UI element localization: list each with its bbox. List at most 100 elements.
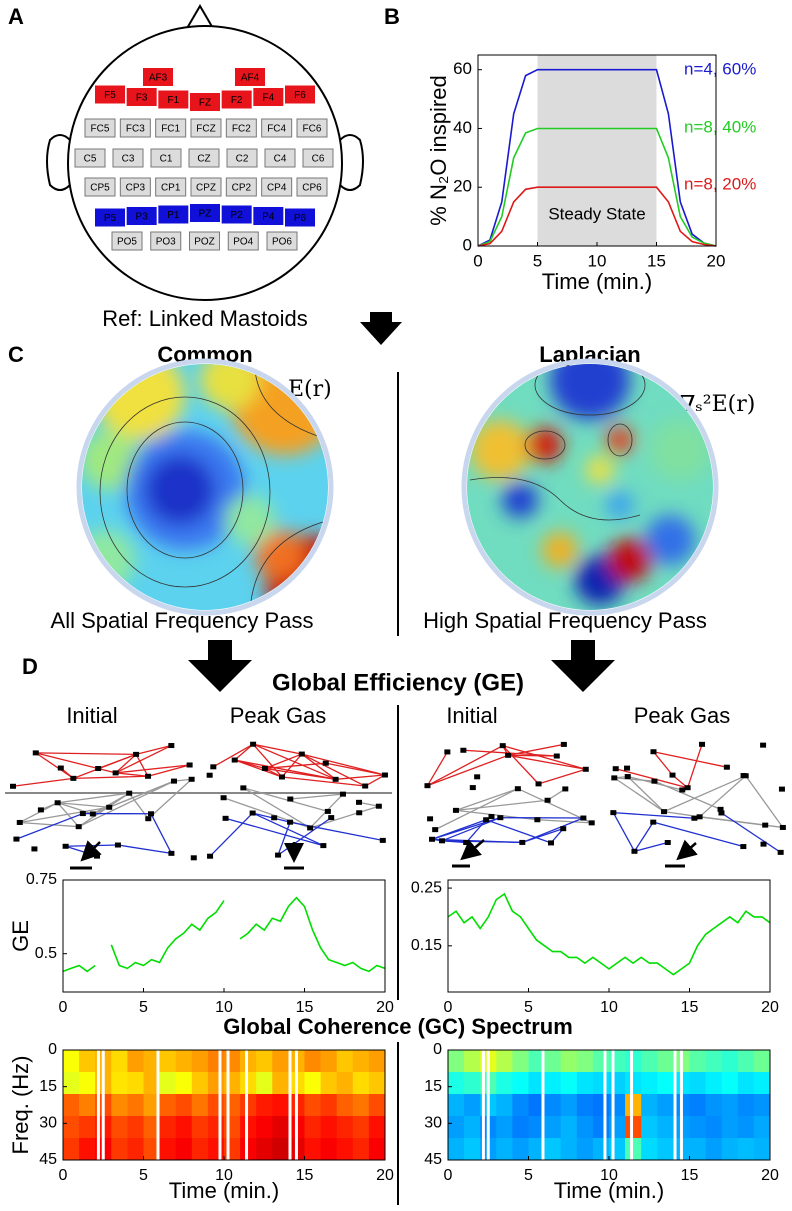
- network-node: [424, 783, 431, 789]
- electrode: [190, 118, 222, 138]
- network-node: [474, 774, 481, 780]
- x-tick-label: 20: [761, 999, 779, 1016]
- heatmap-cell: [609, 1072, 626, 1095]
- heatmap-cell: [448, 1138, 465, 1161]
- heatmap-cell: [641, 1116, 658, 1139]
- network-edge: [517, 788, 592, 824]
- heatmap-cell: [336, 1050, 354, 1073]
- x-axis-label: Time (min.): [554, 1178, 664, 1203]
- data-line: [447, 892, 771, 976]
- electrode-label: C6: [312, 154, 325, 165]
- network-node: [544, 797, 551, 803]
- heatmap-cell: [224, 1138, 241, 1161]
- network-node: [13, 836, 20, 842]
- heatmap-cell: [528, 1094, 546, 1117]
- network-edge: [633, 821, 654, 852]
- heatmap-cell: [641, 1094, 658, 1117]
- electrode: [261, 118, 293, 138]
- electrode-label: C1: [160, 154, 173, 165]
- x-tick-label: 15: [681, 1167, 699, 1184]
- heatmap-cell: [272, 1138, 289, 1161]
- heatmap-cell: [352, 1050, 370, 1073]
- axes-frame: [62, 1049, 386, 1161]
- heatmap-cell: [576, 1094, 594, 1117]
- panel-label: B: [384, 4, 400, 29]
- heatmap-cell: [560, 1094, 578, 1117]
- heatmap-cell: [127, 1094, 144, 1117]
- heatmap-cell: [721, 1050, 739, 1073]
- electrode: [190, 204, 220, 222]
- network-edge: [234, 759, 283, 778]
- electrode: [119, 177, 151, 197]
- network-node: [778, 786, 785, 792]
- network-edge: [115, 753, 137, 774]
- heatmap-cell: [240, 1116, 257, 1139]
- heatmap-cell: [79, 1072, 96, 1095]
- electrode: [155, 177, 187, 197]
- heatmap-cell: [592, 1094, 610, 1117]
- network-edge: [234, 743, 254, 761]
- network-edge: [225, 817, 324, 847]
- heatmap-cell: [175, 1050, 193, 1073]
- heatmap-cell: [320, 1094, 338, 1117]
- electrode: [95, 208, 125, 227]
- heatmap-cell: [143, 1050, 161, 1073]
- electrode-label: FC3: [126, 124, 145, 135]
- network-node: [429, 836, 436, 842]
- network-node: [95, 766, 102, 772]
- network-node: [427, 816, 434, 822]
- electrode-label: CP4: [267, 183, 287, 194]
- electrode-label: POZ: [194, 237, 215, 248]
- network-node: [560, 741, 567, 747]
- electrode: [190, 93, 220, 111]
- heatmap-cell: [448, 1094, 465, 1117]
- data-line: [62, 896, 386, 973]
- network-edge: [117, 844, 172, 854]
- heatmap-cell: [512, 1072, 529, 1095]
- network-node: [718, 810, 725, 816]
- network-node: [133, 751, 140, 757]
- heatmap-cell: [256, 1094, 273, 1117]
- y-tick-label: 0.75: [26, 871, 57, 888]
- network-node: [186, 762, 193, 768]
- heatmap-cell: [544, 1072, 562, 1095]
- electrode-label: F1: [167, 95, 179, 106]
- heatmap-cell: [705, 1094, 723, 1117]
- x-tick-label: 20: [376, 999, 394, 1016]
- network-edge: [455, 788, 519, 811]
- heatmap-cell: [705, 1116, 723, 1139]
- network-node: [279, 774, 286, 780]
- heatmap-cell: [737, 1050, 755, 1073]
- network-node: [696, 814, 703, 820]
- heatmap-cell: [657, 1050, 674, 1073]
- electrode: [264, 148, 296, 168]
- heatmap-cell: [79, 1138, 96, 1161]
- heatmap-cell: [576, 1072, 594, 1095]
- network-edge: [92, 792, 130, 815]
- network-edge: [65, 844, 118, 847]
- network-node: [31, 846, 38, 852]
- axes-frame: [62, 879, 386, 993]
- heatmap-cell: [609, 1116, 626, 1139]
- network-node: [669, 772, 676, 778]
- network-edge: [699, 816, 783, 829]
- network-node: [381, 772, 388, 778]
- network-edge: [128, 792, 149, 820]
- network-node: [723, 764, 730, 770]
- y-tick-label: 45: [424, 1151, 442, 1168]
- network-edge: [57, 802, 80, 828]
- x-axis-label: Time (min.): [169, 1178, 279, 1203]
- heatmap-cell: [721, 1138, 739, 1161]
- network-edge: [465, 819, 487, 843]
- network-node: [505, 752, 512, 758]
- heatmap-cell: [175, 1116, 193, 1139]
- network-edge: [652, 751, 674, 776]
- electrode: [111, 231, 143, 251]
- electrode-label: CP1: [161, 183, 181, 194]
- network-edge: [281, 776, 366, 787]
- network-node: [444, 749, 451, 755]
- network-edge: [115, 764, 190, 774]
- electrode: [155, 118, 187, 138]
- x-tick-label: 15: [296, 999, 314, 1016]
- x-tick-label: 15: [681, 999, 699, 1016]
